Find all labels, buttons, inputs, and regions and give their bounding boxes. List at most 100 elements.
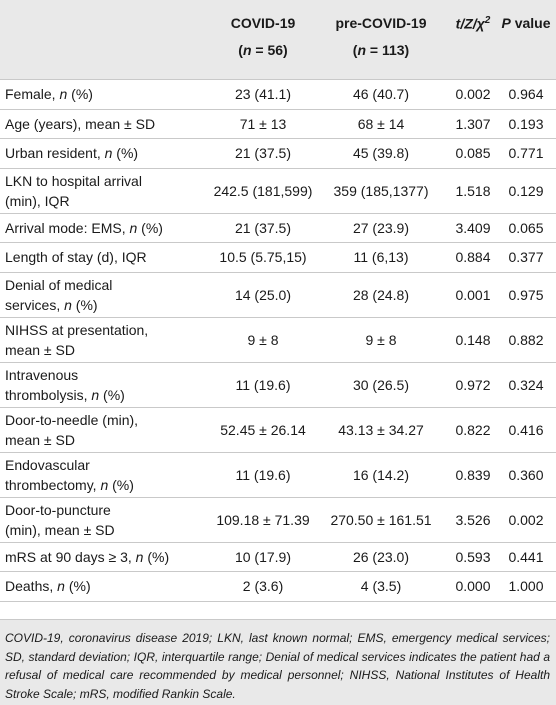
cell-pre-covid: 45 (39.8) bbox=[352, 145, 410, 162]
row-label: Denial of medical services, n (%) bbox=[5, 273, 205, 317]
header-pre-covid-n: (n = 113) bbox=[352, 42, 410, 58]
table-row: Intravenous thrombolysis, n (%) 11 (19.6) 3… bbox=[0, 363, 556, 408]
cell-covid: 10 (17.9) bbox=[234, 548, 292, 565]
row-label-line: mean ± SD bbox=[5, 341, 75, 358]
cell-p-value: 0.975 bbox=[508, 286, 544, 303]
cell-pre-covid: 4 (3.5) bbox=[360, 578, 402, 595]
row-label-line: Deaths, n (%) bbox=[5, 578, 91, 595]
table-row: Urban resident, n (%) 21 (37.5) 45 (39.8) 0… bbox=[0, 139, 556, 169]
cell-covid: 21 (37.5) bbox=[234, 145, 292, 162]
row-label-line: Door-to-needle (min), bbox=[5, 411, 139, 428]
cell-statistic: 0.593 bbox=[455, 548, 491, 565]
cell-statistic: 0.822 bbox=[455, 421, 491, 438]
table-row: Deaths, n (%) 2 (3.6) 4 (3.5) 0.000 1.000 bbox=[0, 572, 556, 602]
cell-covid: 11 (19.6) bbox=[235, 466, 291, 483]
cell-covid: 71 ± 13 bbox=[239, 115, 287, 132]
row-label-line: (min), IQR bbox=[5, 192, 70, 209]
row-label-line: thrombolysis, n (%) bbox=[5, 386, 125, 403]
header-pre-covid: pre-COVID-19 (n = 113) bbox=[316, 0, 446, 79]
cell-covid: 23 (41.1) bbox=[234, 86, 292, 103]
row-label: Door-to-needle (min), mean ± SD bbox=[5, 408, 205, 452]
row-label-line: Door-to-puncture bbox=[5, 501, 111, 518]
cell-pre-covid: 11 (6,13) bbox=[353, 249, 409, 266]
cell-covid: 11 (19.6) bbox=[235, 376, 291, 393]
row-label-line: Endovascular bbox=[5, 456, 90, 473]
cell-statistic: 3.526 bbox=[455, 511, 491, 528]
row-label-line: Length of stay (d), IQR bbox=[5, 249, 147, 266]
cell-p-value: 0.882 bbox=[508, 331, 544, 348]
header-statistic: t/Z/χ2 bbox=[442, 0, 504, 79]
table-footnote: COVID-19, coronavirus disease 2019; LKN,… bbox=[0, 619, 556, 705]
cell-statistic: 0.972 bbox=[455, 376, 491, 393]
row-label-line: LKN to hospital arrival bbox=[5, 172, 142, 189]
cell-pre-covid: 16 (14.2) bbox=[352, 466, 410, 483]
row-label: LKN to hospital arrival (min), IQR bbox=[5, 169, 205, 213]
cell-statistic: 1.518 bbox=[455, 182, 491, 199]
cell-statistic: 0.001 bbox=[455, 286, 491, 303]
cell-statistic: 0.884 bbox=[455, 249, 491, 266]
row-label: Age (years), mean ± SD bbox=[5, 110, 205, 139]
header-p-value: P value bbox=[496, 0, 556, 79]
cell-p-value: 0.964 bbox=[508, 86, 544, 103]
cell-p-value: 0.002 bbox=[508, 511, 544, 528]
row-label: Intravenous thrombolysis, n (%) bbox=[5, 363, 205, 407]
table-row: LKN to hospital arrival (min), IQR 242.5 (… bbox=[0, 169, 556, 214]
cell-pre-covid: 270.50 ± 161.51 bbox=[330, 511, 432, 528]
header-p-value-label: P value bbox=[501, 15, 551, 31]
cell-covid: 21 (37.5) bbox=[234, 219, 292, 236]
cell-covid: 10.5 (5.75,15) bbox=[219, 249, 307, 266]
table-row: Arrival mode: EMS, n (%) 21 (37.5) 27 (23.… bbox=[0, 214, 556, 243]
cell-p-value: 0.377 bbox=[508, 249, 544, 266]
row-label-line: Arrival mode: EMS, n (%) bbox=[5, 219, 163, 236]
table-row: Door-to-needle (min), mean ± SD 52.45 ± 26… bbox=[0, 408, 556, 453]
row-label-line: Urban resident, n (%) bbox=[5, 145, 139, 162]
cell-covid: 9 ± 8 bbox=[247, 331, 279, 348]
table-body: Female, n (%) 23 (41.1) 46 (40.7) 0.002 0.96… bbox=[0, 80, 556, 602]
row-label-line: Denial of medical bbox=[5, 276, 113, 293]
cell-p-value: 1.000 bbox=[508, 578, 544, 595]
cell-p-value: 0.065 bbox=[508, 219, 544, 236]
header-statistic-label: t/Z/χ2 bbox=[455, 15, 491, 32]
header-covid-n: (n = 56) bbox=[238, 42, 288, 58]
row-label-line: thrombectomy, n (%) bbox=[5, 476, 134, 493]
row-label: Length of stay (d), IQR bbox=[5, 243, 205, 272]
cell-p-value: 0.193 bbox=[508, 115, 544, 132]
row-label: Deaths, n (%) bbox=[5, 572, 205, 601]
row-label: Urban resident, n (%) bbox=[5, 139, 205, 168]
row-label-line: services, n (%) bbox=[5, 296, 98, 313]
row-label-line: mean ± SD bbox=[5, 431, 75, 448]
cell-pre-covid: 43.13 ± 34.27 bbox=[338, 421, 424, 438]
cell-covid: 242.5 (181,599) bbox=[213, 182, 313, 199]
cell-covid: 52.45 ± 26.14 bbox=[220, 421, 306, 438]
row-label-line: mRS at 90 days ≥ 3, n (%) bbox=[5, 548, 170, 565]
row-label: Door-to-puncture (min), mean ± SD bbox=[5, 498, 205, 542]
cell-pre-covid: 9 ± 8 bbox=[365, 331, 397, 348]
cell-pre-covid: 28 (24.8) bbox=[352, 286, 410, 303]
table-row: Length of stay (d), IQR 10.5 (5.75,15) 11 … bbox=[0, 243, 556, 273]
cell-statistic: 0.085 bbox=[455, 145, 491, 162]
row-label: mRS at 90 days ≥ 3, n (%) bbox=[5, 543, 205, 572]
row-label-line: NIHSS at presentation, bbox=[5, 321, 149, 338]
cell-pre-covid: 27 (23.9) bbox=[352, 219, 410, 236]
cell-pre-covid: 68 ± 14 bbox=[357, 115, 405, 132]
row-label: Arrival mode: EMS, n (%) bbox=[5, 214, 205, 243]
cell-covid: 14 (25.0) bbox=[234, 286, 292, 303]
cell-covid: 109.18 ± 71.39 bbox=[216, 511, 310, 528]
table-row: NIHSS at presentation, mean ± SD 9 ± 8 9 ± … bbox=[0, 318, 556, 363]
cell-statistic: 0.839 bbox=[455, 466, 491, 483]
row-label-line: Intravenous bbox=[5, 366, 79, 383]
row-label: NIHSS at presentation, mean ± SD bbox=[5, 318, 205, 362]
row-label-line: (min), mean ± SD bbox=[5, 521, 115, 538]
table-row: Denial of medical services, n (%) 14 (25.0… bbox=[0, 273, 556, 318]
cell-covid: 2 (3.6) bbox=[242, 578, 284, 595]
cell-p-value: 0.771 bbox=[508, 145, 544, 162]
cell-p-value: 0.441 bbox=[508, 548, 544, 565]
row-label: Endovascular thrombectomy, n (%) bbox=[5, 453, 205, 497]
table-row: mRS at 90 days ≥ 3, n (%) 10 (17.9) 26 (23… bbox=[0, 543, 556, 572]
header-covid-label: COVID-19 bbox=[230, 15, 296, 31]
cell-pre-covid: 26 (23.0) bbox=[352, 548, 410, 565]
row-label-line: Age (years), mean ± SD bbox=[5, 115, 156, 132]
row-label: Female, n (%) bbox=[5, 80, 205, 109]
cell-statistic: 3.409 bbox=[455, 219, 491, 236]
